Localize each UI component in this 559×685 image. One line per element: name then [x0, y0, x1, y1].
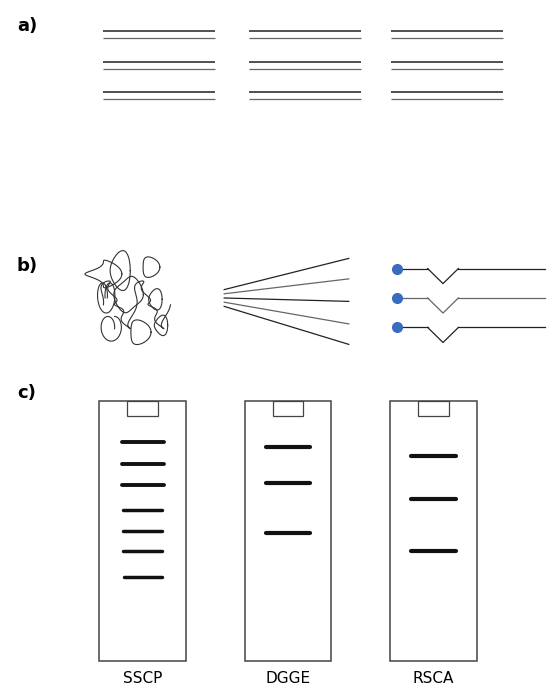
Bar [418, 401, 449, 416]
Bar [127, 401, 158, 416]
Bar [273, 401, 303, 416]
Text: SSCP: SSCP [123, 671, 162, 685]
Text: a): a) [17, 17, 37, 35]
Text: c): c) [17, 384, 36, 401]
Text: RSCA: RSCA [413, 671, 454, 685]
Bar [390, 401, 476, 661]
Bar [245, 401, 331, 661]
Bar [100, 401, 186, 661]
Text: DGGE: DGGE [266, 671, 310, 685]
Text: b): b) [17, 257, 38, 275]
